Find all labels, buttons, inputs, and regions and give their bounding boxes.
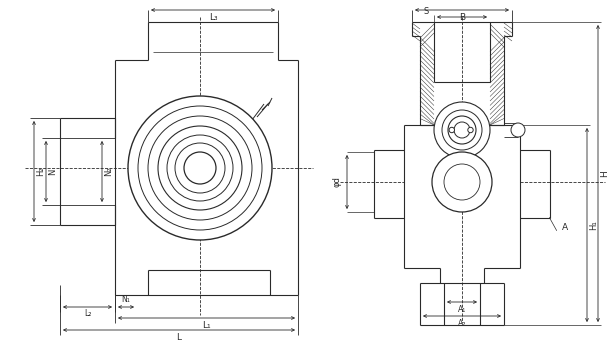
Circle shape bbox=[167, 135, 233, 201]
Text: A₁: A₁ bbox=[458, 304, 466, 313]
Circle shape bbox=[138, 106, 262, 230]
Text: H₁: H₁ bbox=[589, 220, 598, 230]
Text: H₂: H₂ bbox=[37, 167, 46, 176]
Circle shape bbox=[444, 164, 480, 200]
Text: L: L bbox=[176, 333, 182, 342]
Text: A₂: A₂ bbox=[458, 319, 466, 327]
Text: N: N bbox=[49, 168, 57, 175]
Text: A: A bbox=[562, 223, 568, 232]
Text: N₂: N₂ bbox=[104, 167, 113, 176]
Text: B: B bbox=[459, 13, 465, 22]
Circle shape bbox=[442, 110, 482, 150]
Text: L₁: L₁ bbox=[202, 320, 211, 329]
Circle shape bbox=[434, 102, 490, 158]
Text: S: S bbox=[424, 7, 429, 16]
Circle shape bbox=[468, 127, 473, 133]
Text: N₁: N₁ bbox=[121, 296, 131, 304]
Circle shape bbox=[175, 143, 225, 193]
Circle shape bbox=[432, 152, 492, 212]
Circle shape bbox=[184, 152, 216, 184]
Circle shape bbox=[511, 123, 525, 137]
Circle shape bbox=[148, 116, 252, 220]
Circle shape bbox=[448, 116, 476, 144]
Text: φd: φd bbox=[333, 177, 342, 187]
Text: H: H bbox=[600, 170, 609, 177]
Circle shape bbox=[158, 126, 242, 210]
Circle shape bbox=[128, 96, 272, 240]
Text: L₃: L₃ bbox=[209, 13, 217, 22]
Circle shape bbox=[449, 127, 454, 133]
Circle shape bbox=[454, 122, 470, 138]
Text: L₂: L₂ bbox=[84, 310, 91, 319]
